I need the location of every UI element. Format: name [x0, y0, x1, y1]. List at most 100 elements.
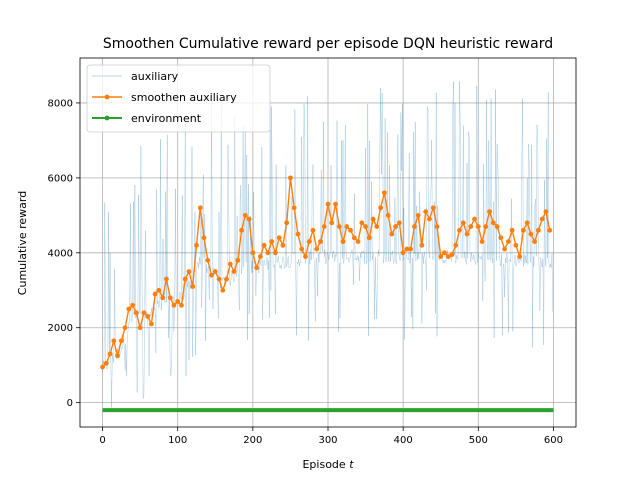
- smoothen-auxiliary-point: [212, 269, 218, 274]
- smoothen-auxiliary-point: [118, 338, 124, 344]
- smoothen-auxiliary-point: [351, 235, 357, 241]
- smoothen-auxiliary-point: [520, 227, 526, 233]
- plot-series: [100, 81, 554, 413]
- x-tick-label: 300: [318, 435, 337, 446]
- smoothen-auxiliary-point: [227, 261, 233, 267]
- smoothen-auxiliary-point: [115, 353, 120, 359]
- smoothen-auxiliary-point: [284, 220, 290, 226]
- smoothen-auxiliary-point: [340, 239, 346, 244]
- smoothen-auxiliary-point: [224, 276, 229, 282]
- smoothen-auxiliary-point: [321, 224, 327, 229]
- smoothen-auxiliary-point: [186, 269, 192, 274]
- smoothen-auxiliary-point: [141, 310, 147, 316]
- smoothen-auxiliary-point: [430, 205, 436, 211]
- smoothen-auxiliary-point: [539, 216, 545, 222]
- smoothen-auxiliary-point: [490, 220, 496, 226]
- smoothen-auxiliary-point: [276, 235, 282, 241]
- smoothen-auxiliary-point: [445, 254, 451, 259]
- smoothen-auxiliary-point: [378, 205, 384, 211]
- legend-label: auxiliary: [131, 70, 179, 83]
- smoothen-auxiliary-point: [359, 220, 365, 226]
- smoothen-auxiliary-point: [532, 239, 538, 244]
- smoothen-auxiliary-point: [111, 338, 117, 344]
- smoothen-auxiliary-point: [190, 284, 196, 289]
- smoothen-auxiliary-point: [310, 227, 316, 233]
- x-tick-label: 500: [469, 435, 488, 446]
- smoothen-auxiliary-point: [164, 276, 169, 282]
- legend-box: [86, 64, 271, 133]
- smoothen-auxiliary-point: [167, 295, 173, 301]
- smoothen-auxiliary-point: [265, 250, 271, 256]
- smoothen-auxiliary-point: [412, 224, 417, 229]
- smoothen-auxiliary-point: [348, 227, 353, 233]
- smoothen-auxiliary-point: [103, 360, 109, 366]
- smoothen-auxiliary-point: [171, 302, 177, 308]
- x-tick-label: 100: [168, 435, 187, 446]
- smoothen-auxiliary-point: [318, 239, 323, 244]
- smoothen-auxiliary-point: [505, 239, 511, 244]
- smoothen-auxiliary-point: [288, 175, 293, 181]
- smoothen-auxiliary-point: [314, 246, 320, 252]
- x-tick-label: 600: [544, 435, 563, 446]
- smoothen-auxiliary-point: [231, 269, 237, 274]
- y-tick-label: 6000: [48, 173, 73, 184]
- smoothen-auxiliary-point: [366, 235, 372, 241]
- smoothen-auxiliary-point: [205, 257, 211, 263]
- y-axis-label: Cumulative reward: [16, 191, 29, 295]
- smoothen-auxiliary-point: [438, 254, 444, 259]
- smoothen-auxiliary-point: [137, 325, 143, 331]
- smoothen-auxiliary-point: [400, 250, 406, 256]
- smoothen-auxiliary-point: [194, 242, 199, 248]
- x-axis-label-text: Episode: [302, 458, 349, 471]
- legend-swatch-marker: [104, 94, 110, 100]
- smoothen-auxiliary-point: [272, 250, 278, 256]
- smoothen-auxiliary-point: [126, 306, 132, 312]
- smoothen-auxiliary-point: [336, 224, 342, 229]
- smoothen-auxiliary-point: [472, 216, 477, 222]
- smoothen-auxiliary-point: [487, 209, 492, 214]
- smoothen-auxiliary-point: [325, 201, 331, 207]
- smoothen-auxiliary-point: [434, 224, 440, 229]
- legend-swatch-marker: [104, 115, 110, 121]
- smoothen-auxiliary-point: [209, 272, 214, 278]
- y-tick-label: 0: [67, 398, 73, 409]
- y-tick-label: 2000: [48, 323, 73, 334]
- smoothen-auxiliary-point: [216, 276, 222, 282]
- y-axis-ticks: 0 2000 4000 6000 8000: [48, 98, 80, 409]
- smoothen-auxiliary-point: [479, 239, 485, 244]
- smoothen-auxiliary-point: [374, 224, 380, 229]
- smoothen-auxiliary-point: [517, 254, 523, 259]
- smoothen-auxiliary-point: [182, 276, 188, 282]
- smoothen-auxiliary-point: [483, 224, 489, 229]
- smoothen-auxiliary-point: [363, 224, 368, 229]
- legend-label: smoothen auxiliary: [131, 91, 237, 104]
- smoothen-auxiliary-point: [152, 291, 158, 297]
- legend: auxiliary smoothen auxiliary environment: [86, 64, 271, 133]
- smoothen-auxiliary-point: [148, 321, 154, 327]
- smoothen-auxiliary-point: [235, 257, 241, 263]
- smoothen-auxiliary-point: [498, 235, 504, 241]
- x-tick-label: 200: [243, 435, 262, 446]
- smoothen-auxiliary-point: [419, 242, 425, 248]
- smoothen-auxiliary-point: [299, 246, 305, 252]
- smoothen-auxiliary-point: [145, 314, 151, 319]
- smoothen-auxiliary-point: [464, 231, 470, 237]
- smoothen-auxiliary-point: [393, 224, 399, 229]
- smoothen-auxiliary-point: [130, 302, 136, 308]
- smoothen-auxiliary-point: [453, 242, 459, 248]
- smoothen-auxiliary-point: [179, 302, 184, 308]
- x-tick-label: 0: [99, 435, 105, 446]
- smoothen-auxiliary-point: [502, 246, 508, 252]
- smoothen-auxiliary-point: [442, 250, 447, 256]
- smoothen-auxiliary-point: [107, 351, 113, 357]
- smoothen-auxiliary-point: [547, 227, 553, 233]
- smoothen-auxiliary-point: [160, 295, 166, 301]
- chart-title: Smoothen Cumulative reward per episode D…: [103, 36, 553, 52]
- smoothen-auxiliary-point: [239, 227, 244, 233]
- smoothen-auxiliary-point: [381, 190, 387, 196]
- smoothen-auxiliary-point: [528, 231, 534, 237]
- smoothen-auxiliary-point: [370, 216, 376, 222]
- smoothen-auxiliary-point: [415, 212, 421, 218]
- smoothen-auxiliary-point: [396, 220, 402, 226]
- smoothen-auxiliary-point: [509, 227, 515, 233]
